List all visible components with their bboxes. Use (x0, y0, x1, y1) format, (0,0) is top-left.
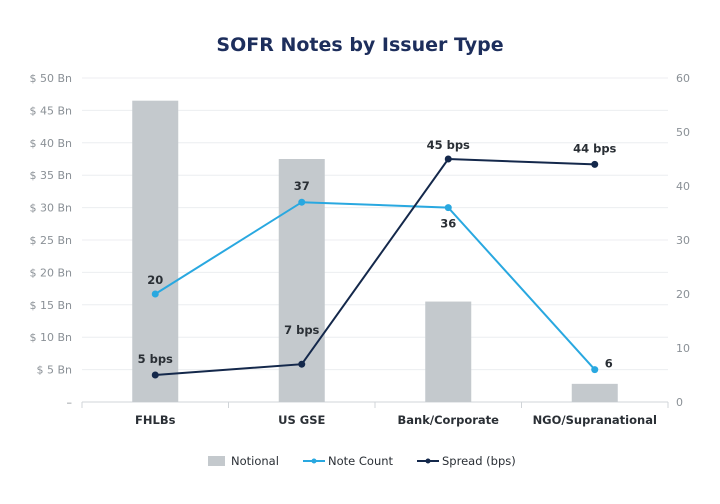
right-tick-label: 20 (676, 288, 690, 301)
legend-label: Note Count (328, 454, 394, 468)
point-note-count (151, 290, 159, 298)
category-label: Bank/Corporate (398, 413, 500, 427)
bar-notional (132, 100, 179, 403)
legend-marker-note-count (311, 458, 317, 464)
legend-label: Notional (231, 454, 279, 468)
right-tick-label: 60 (676, 72, 690, 85)
right-tick-label: 30 (676, 234, 690, 247)
data-label: 36 (440, 217, 456, 231)
left-tick-label: – (67, 396, 73, 409)
right-tick-label: 50 (676, 126, 690, 139)
category-label: US GSE (278, 413, 325, 427)
line-note-count (154, 201, 596, 371)
lines: 20 37 36 6 5 bps 7 bps 45 bps 44 bps (138, 138, 617, 379)
left-tick-label: $ 40 Bn (29, 137, 72, 150)
chart-title: SOFR Notes by Issuer Type (216, 34, 503, 56)
point-note-count (444, 204, 452, 212)
axes: – $ 5 Bn $ 10 Bn $ 15 Bn $ 20 Bn $ 25 Bn $ 30 … (29, 72, 690, 427)
data-label: 6 (605, 357, 613, 371)
left-tick-label: $ 45 Bn (29, 104, 72, 117)
right-tick-label: 10 (676, 342, 690, 355)
point-spread (298, 360, 306, 368)
left-tick-label: $ 10 Bn (29, 331, 72, 344)
data-label: 45 bps (427, 138, 470, 152)
legend-swatch-notional (208, 456, 225, 466)
bar-notional (571, 383, 618, 402)
bar-notional (425, 301, 472, 402)
left-tick-label: $ 50 Bn (29, 72, 72, 85)
left-tick-label: $ 20 Bn (29, 266, 72, 279)
point-spread (591, 160, 599, 168)
data-label: 44 bps (573, 141, 616, 155)
line-spread (155, 157, 595, 376)
bars (132, 100, 618, 403)
legend-marker-spread (425, 458, 431, 464)
category-label: NGO/Supranational (533, 413, 657, 427)
gridlines (82, 77, 668, 403)
left-tick-label: $ 35 Bn (29, 169, 72, 182)
category-label: FHLBs (135, 413, 176, 427)
left-tick-label: $ 5 Bn (36, 364, 72, 377)
data-label: 20 (147, 273, 163, 287)
right-tick-label: 0 (676, 396, 683, 409)
left-tick-label: $ 30 Bn (29, 202, 72, 215)
data-label: 37 (294, 179, 310, 193)
legend: Notional Note Count Spread (bps) (208, 454, 516, 468)
data-label: 5 bps (138, 352, 173, 366)
left-tick-label: $ 25 Bn (29, 234, 72, 247)
point-note-count (298, 198, 306, 206)
point-note-count (591, 366, 599, 374)
point-spread (151, 371, 159, 379)
data-label: 7 bps (284, 323, 319, 337)
legend-label: Spread (bps) (442, 454, 516, 468)
left-tick-label: $ 15 Bn (29, 299, 72, 312)
right-tick-label: 40 (676, 180, 690, 193)
point-spread (444, 155, 452, 163)
